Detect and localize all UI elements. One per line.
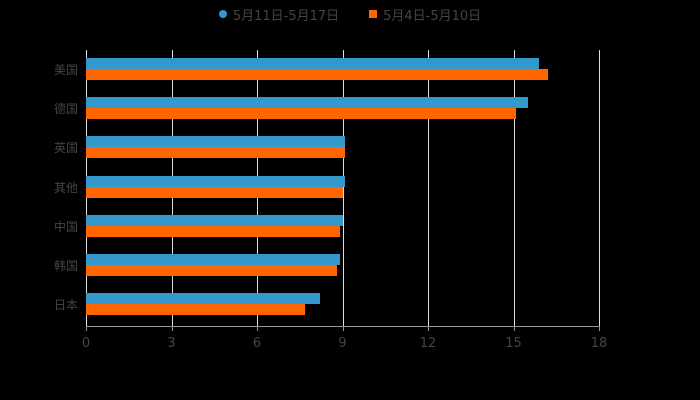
y-category-label: 德国: [53, 102, 78, 117]
bar[interactable]: [86, 136, 346, 148]
x-tick: [257, 326, 258, 331]
x-tick: [599, 326, 600, 331]
gridline: [342, 50, 344, 326]
gridline: [599, 50, 600, 326]
y-category-label: 中国: [53, 219, 78, 234]
y-category-label: 美国: [53, 63, 78, 77]
plot-area: [86, 50, 600, 326]
y-category-label: 日本: [53, 298, 78, 313]
x-tick-label: 6: [252, 336, 262, 351]
gridline: [428, 50, 429, 326]
x-tick-label: 12: [419, 336, 437, 351]
x-tick-label: 15: [505, 336, 522, 351]
y-category-label: 英国: [53, 141, 78, 156]
y-category-label: 韩国: [53, 259, 78, 273]
bar[interactable]: [86, 58, 540, 69]
bar[interactable]: [86, 265, 337, 276]
x-tick-label: 0: [81, 336, 91, 351]
gridline: [513, 50, 515, 326]
x-tick: [171, 326, 173, 331]
legend-marker-icon: [369, 10, 378, 18]
legend-item-series-2[interactable]: 5月4日-5月10日: [369, 4, 481, 24]
x-tick-label: 9: [338, 336, 347, 351]
legend-marker-icon: [218, 10, 227, 18]
x-tick: [86, 326, 87, 331]
bar[interactable]: [86, 293, 320, 305]
x-tick: [513, 326, 515, 331]
x-tick: [428, 326, 429, 331]
bar[interactable]: [86, 108, 517, 120]
y-category-label: 其他: [53, 180, 78, 195]
bar[interactable]: [86, 97, 528, 109]
legend-label: 5月11日-5月17日: [232, 8, 340, 24]
bar[interactable]: [86, 254, 340, 265]
x-tick: [342, 326, 344, 331]
x-tick-label: 18: [590, 336, 608, 351]
chart-legend: 5月11日-5月17日 5月4日-5月10日: [0, 4, 700, 24]
bar[interactable]: [86, 225, 340, 237]
legend-item-series-1[interactable]: 5月11日-5月17日: [218, 4, 340, 24]
bar[interactable]: [86, 147, 346, 159]
x-tick-label: 3: [167, 336, 176, 351]
bar[interactable]: [86, 304, 306, 316]
bar[interactable]: [86, 186, 343, 198]
legend-label: 5月4日-5月10日: [383, 8, 482, 24]
bar[interactable]: [86, 214, 343, 226]
bar[interactable]: [86, 175, 346, 187]
bar[interactable]: [86, 69, 548, 80]
